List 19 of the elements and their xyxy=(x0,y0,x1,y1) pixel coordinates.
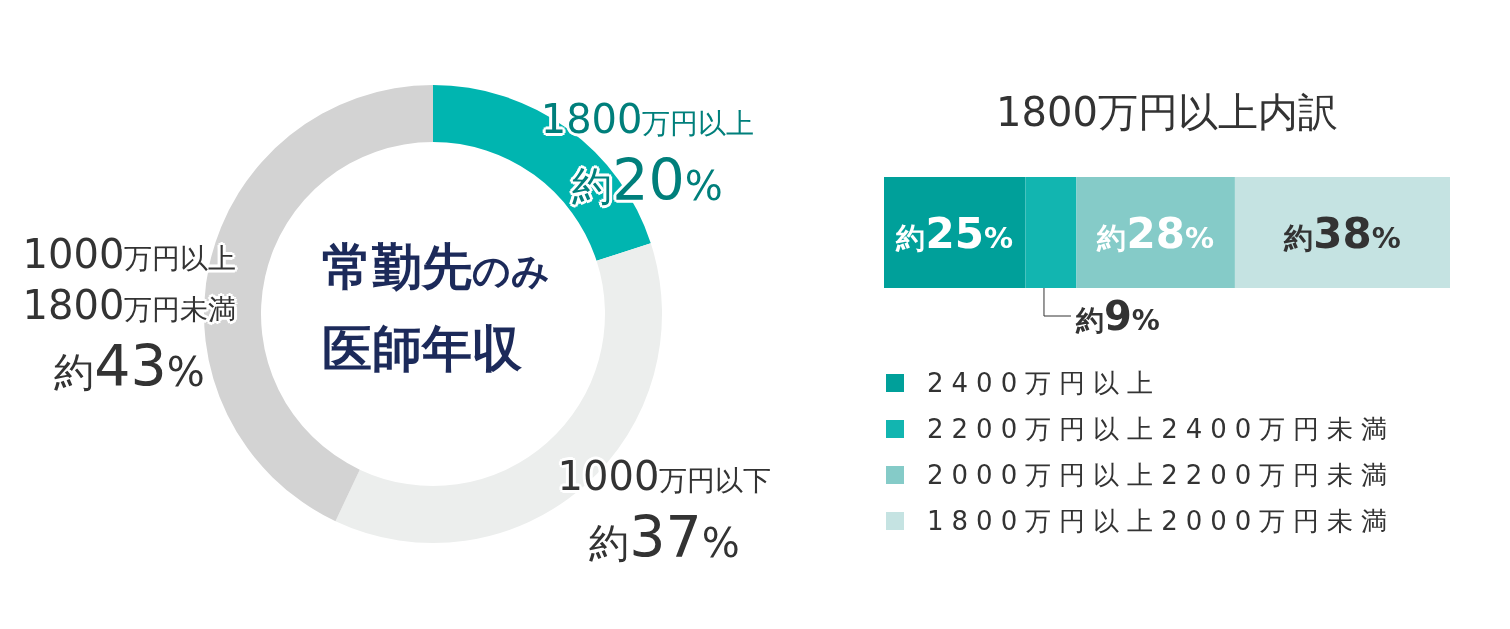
slice-label: 1800万円以上 xyxy=(540,95,755,142)
legend-label: 1800万円以上2000万円未満 xyxy=(927,505,1396,537)
legend-label: 2400万円以上 xyxy=(927,367,1162,399)
slice-label: 1000万円以上1800万円未満 xyxy=(22,231,237,329)
data-label: 約9% xyxy=(1074,293,1160,339)
legend-label: 2200万円以上2400万円未満 xyxy=(927,413,1396,445)
data-label: 約20% xyxy=(572,146,723,213)
slice-label: 1000万円以下 xyxy=(557,452,772,499)
bar xyxy=(1076,177,1235,288)
data-label: 約43% xyxy=(54,333,205,400)
data-label: 約25% xyxy=(895,208,1014,258)
text: 常勤先のみ医師年収 xyxy=(322,238,551,378)
data-label: 約28% xyxy=(1096,208,1214,258)
legend-label: 2000万円以上2200万円未満 xyxy=(927,459,1396,491)
bar xyxy=(1025,177,1077,288)
data-label: 約38% xyxy=(1283,208,1401,258)
bar xyxy=(1234,177,1450,288)
chart-title: 1800万円以上内訳 xyxy=(995,89,1339,135)
data-label: 約37% xyxy=(589,503,740,570)
